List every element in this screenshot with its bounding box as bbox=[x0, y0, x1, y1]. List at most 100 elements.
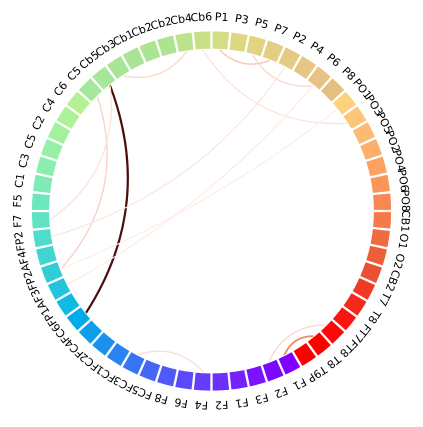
channel-segment bbox=[331, 306, 358, 332]
channel-segment bbox=[65, 90, 92, 116]
channel-label: Cb6 bbox=[190, 10, 212, 24]
channel-label: C2 bbox=[30, 113, 48, 132]
channel-label: CB2 bbox=[383, 268, 403, 293]
connection-line bbox=[67, 85, 314, 285]
channel-segment bbox=[156, 364, 178, 388]
channel-segment bbox=[46, 277, 72, 301]
channel-segment bbox=[277, 46, 302, 71]
channel-label: C3 bbox=[16, 152, 32, 170]
channel-label: F2 bbox=[215, 398, 229, 412]
channel-label: O2 bbox=[391, 252, 408, 271]
channel-segment bbox=[292, 54, 318, 81]
channel-segment bbox=[359, 137, 383, 161]
channel-segment bbox=[35, 155, 58, 178]
channel-segment bbox=[31, 211, 51, 230]
channel-segment bbox=[156, 34, 178, 58]
channel-segment bbox=[331, 90, 358, 116]
channel-label: C6 bbox=[51, 79, 70, 99]
channel-segment bbox=[35, 244, 58, 267]
connection-line bbox=[283, 335, 314, 356]
channel-segment bbox=[372, 211, 392, 230]
channel-label: C1 bbox=[12, 172, 27, 189]
channel-segment bbox=[319, 319, 346, 345]
channel-segment bbox=[351, 121, 377, 145]
channel-segment bbox=[65, 306, 92, 332]
channel-segment bbox=[306, 331, 332, 357]
channel-ring bbox=[31, 30, 392, 392]
connection-line bbox=[60, 96, 108, 270]
channel-segment bbox=[46, 121, 72, 145]
channel-label: F6 bbox=[174, 395, 189, 410]
channel-label: T8 bbox=[324, 352, 344, 371]
channel-segment bbox=[292, 341, 318, 368]
channel-segment bbox=[55, 105, 81, 130]
connection-line bbox=[123, 51, 187, 79]
channel-segment bbox=[261, 39, 285, 64]
channel-segment bbox=[245, 364, 267, 388]
channel-segment bbox=[40, 261, 64, 285]
channel-label: PO8 bbox=[398, 189, 412, 212]
channel-segment bbox=[138, 39, 162, 64]
channel-segment bbox=[77, 319, 104, 345]
channel-label: P1 bbox=[215, 10, 229, 24]
channel-label: PO4 bbox=[390, 148, 408, 173]
channel-segment bbox=[369, 228, 391, 249]
channel-segment bbox=[193, 371, 212, 392]
channel-segment bbox=[369, 173, 391, 194]
channel-label: F8 bbox=[153, 390, 169, 406]
connection-line bbox=[50, 85, 112, 221]
channel-segment bbox=[31, 192, 51, 211]
channel-label: C4 bbox=[39, 96, 58, 115]
connection-line bbox=[202, 49, 348, 125]
channel-label: F7 bbox=[11, 214, 25, 228]
channel-segment bbox=[365, 155, 388, 178]
channel-segment bbox=[121, 351, 146, 376]
channel-segment bbox=[351, 277, 377, 301]
channel-label: CB1 bbox=[398, 210, 412, 233]
channel-segment bbox=[228, 369, 249, 391]
channel-segment bbox=[365, 244, 388, 267]
channel-label: P6 bbox=[324, 51, 343, 70]
channel-label: P5 bbox=[253, 16, 270, 32]
connection-line bbox=[137, 350, 204, 373]
channel-label: F4 bbox=[194, 398, 208, 412]
channel-segment bbox=[77, 77, 104, 103]
channel-label: Cb4 bbox=[169, 11, 192, 27]
channel-label: O1 bbox=[395, 233, 410, 251]
connection-line bbox=[85, 84, 129, 314]
channel-label: F1 bbox=[291, 375, 309, 393]
channel-segment bbox=[32, 173, 54, 194]
channel-label: F1 bbox=[234, 395, 249, 410]
channel-segment bbox=[121, 46, 146, 71]
connection-line bbox=[219, 49, 270, 65]
channel-segment bbox=[193, 30, 212, 51]
channel-segment bbox=[32, 228, 54, 249]
channel-segment bbox=[342, 105, 368, 130]
connections-layer bbox=[50, 49, 348, 373]
channel-segment bbox=[319, 77, 346, 103]
channel-segment bbox=[55, 292, 81, 317]
channel-label: P7 bbox=[272, 21, 289, 38]
channel-label: AF4 bbox=[15, 249, 33, 273]
channel-segment bbox=[359, 261, 383, 285]
channel-label: T8 bbox=[365, 307, 384, 326]
channel-label: C5 bbox=[22, 132, 39, 150]
channel-segment bbox=[105, 54, 131, 81]
channel-label: T7 bbox=[375, 289, 393, 308]
channel-segment bbox=[174, 369, 195, 391]
channel-segment bbox=[306, 65, 332, 91]
channel-segment bbox=[174, 31, 195, 53]
channel-segment bbox=[277, 351, 302, 376]
channel-label: F3 bbox=[254, 390, 270, 406]
channel-label: F2 bbox=[272, 384, 289, 401]
channel-label: PO6 bbox=[395, 169, 411, 193]
channel-segment bbox=[261, 358, 285, 383]
channel-segment bbox=[91, 331, 117, 357]
channel-label: Cb2 bbox=[130, 20, 155, 40]
connection-line bbox=[51, 66, 286, 237]
channel-segment bbox=[138, 358, 162, 383]
channel-segment bbox=[245, 34, 267, 58]
